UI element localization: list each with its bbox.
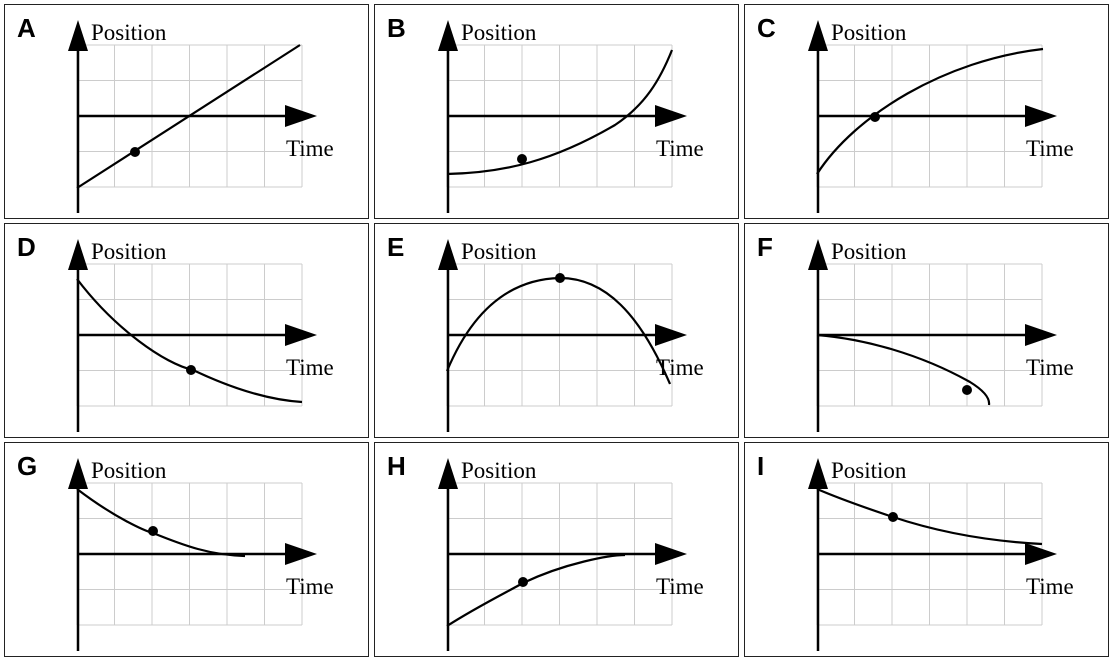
panel-letter: C [757,13,776,43]
position-time-graph [68,458,317,651]
position-time-graph [808,239,1057,432]
position-curve [76,488,246,558]
time-axis-arrow-icon [655,105,687,127]
marked-point [130,147,140,157]
time-axis-label: Time [1026,136,1074,161]
position-axis-arrow-icon [438,20,458,51]
marked-point [518,577,528,587]
time-axis-arrow-icon [285,543,317,565]
position-axis-label: Position [461,239,537,264]
position-axis-arrow-icon [68,239,88,270]
position-axis-label: Position [461,458,537,483]
graph-panel-a: A Position Time [4,4,369,219]
position-curve [446,553,626,627]
marked-point [888,512,898,522]
graph-panel-b: B Position Time [374,4,739,219]
position-axis-arrow-icon [808,20,828,51]
marked-point [517,154,527,164]
graph-panel-f: F Position Time [744,223,1109,438]
position-curve [816,333,991,406]
panel-letter: H [387,451,406,481]
position-axis-label: Position [91,458,167,483]
position-time-graph [68,239,317,432]
panel-letter: F [757,232,773,262]
time-axis-label: Time [656,574,704,599]
position-time-graph [808,458,1057,651]
marked-point [870,112,880,122]
panel-letter: I [757,451,765,481]
position-axis-arrow-icon [808,458,828,489]
position-axis-arrow-icon [808,239,828,270]
time-axis-arrow-icon [285,324,317,346]
panel-letter: B [387,13,406,43]
position-axis-label: Position [831,458,907,483]
time-axis-arrow-icon [1025,105,1057,127]
panel-letter: E [387,232,405,262]
position-axis-arrow-icon [68,20,88,51]
marked-point [148,526,158,536]
marked-point [555,273,565,283]
panel-letter: A [17,13,36,43]
position-curve [816,47,1044,175]
time-axis-label: Time [286,355,334,380]
time-axis-label: Time [1026,355,1074,380]
time-axis-arrow-icon [1025,324,1057,346]
position-time-graph [68,20,317,213]
panel-letter: D [17,232,36,262]
graph-panel-g: G Position Time [4,442,369,657]
position-time-graph [438,20,687,213]
position-axis-arrow-icon [438,458,458,489]
time-axis-label: Time [286,136,334,161]
position-time-graph [808,20,1057,213]
position-axis-label: Position [831,239,907,264]
position-axis-arrow-icon [438,239,458,270]
position-axis-label: Position [831,20,907,45]
time-axis-label: Time [1026,574,1074,599]
position-curve [76,44,301,189]
time-axis-arrow-icon [655,324,687,346]
position-time-graph [438,458,687,651]
graph-panel-i: I Position Time [744,442,1109,657]
time-axis-arrow-icon [655,543,687,565]
time-axis-arrow-icon [285,105,317,127]
position-axis-label: Position [91,20,167,45]
time-axis-label: Time [656,355,704,380]
marked-point [962,385,972,395]
position-time-graph [438,239,687,432]
position-curve [816,487,1043,546]
graph-panel-c: C Position Time [744,4,1109,219]
panel-letter: G [17,451,38,481]
marked-point [186,365,196,375]
graph-panel-h: H Position Time [374,442,739,657]
position-axis-label: Position [91,239,167,264]
position-curve [446,49,674,176]
position-curve [445,276,672,385]
position-axis-arrow-icon [68,458,88,489]
graph-panel-e: E Position Time [374,223,739,438]
graph-panel-d: D Position Time [4,223,369,438]
time-axis-label: Time [286,574,334,599]
time-axis-arrow-icon [1025,543,1057,565]
time-axis-label: Time [656,136,704,161]
position-axis-label: Position [461,20,537,45]
